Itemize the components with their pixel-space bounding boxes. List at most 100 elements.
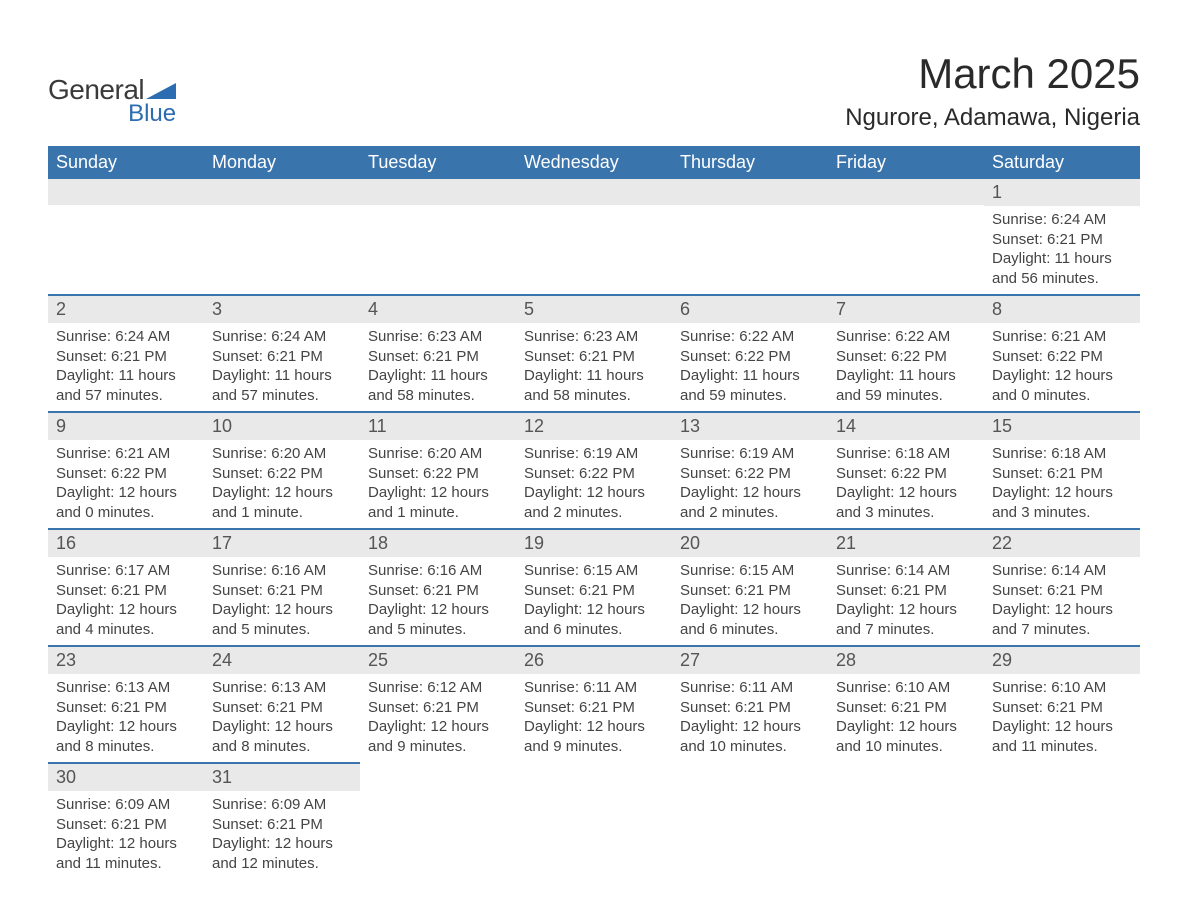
day-body [360,205,516,283]
sunrise-text: Sunrise: 6:11 AM [524,678,664,698]
month-title: March 2025 [845,50,1140,98]
day-body: Sunrise: 6:22 AMSunset: 6:22 PMDaylight:… [828,323,984,411]
calendar-cell: 22Sunrise: 6:14 AMSunset: 6:21 PMDayligh… [984,529,1140,646]
calendar-cell [360,179,516,295]
calendar-week-row: 2Sunrise: 6:24 AMSunset: 6:21 PMDaylight… [48,295,1140,412]
sunrise-text: Sunrise: 6:19 AM [524,444,664,464]
daylight-text: Daylight: 11 hours and 57 minutes. [56,366,196,405]
day-number [360,763,516,789]
sunrise-text: Sunrise: 6:10 AM [836,678,976,698]
day-number: 12 [516,413,672,440]
calendar-table: Sunday Monday Tuesday Wednesday Thursday… [48,146,1140,879]
day-number: 6 [672,296,828,323]
day-number: 17 [204,530,360,557]
day-body: Sunrise: 6:24 AMSunset: 6:21 PMDaylight:… [984,206,1140,294]
daylight-text: Daylight: 11 hours and 59 minutes. [680,366,820,405]
daylight-text: Daylight: 12 hours and 11 minutes. [992,717,1132,756]
day-body: Sunrise: 6:13 AMSunset: 6:21 PMDaylight:… [204,674,360,762]
sunrise-text: Sunrise: 6:24 AM [56,327,196,347]
day-number: 8 [984,296,1140,323]
sunset-text: Sunset: 6:21 PM [992,464,1132,484]
day-body: Sunrise: 6:10 AMSunset: 6:21 PMDaylight:… [984,674,1140,762]
sunrise-text: Sunrise: 6:09 AM [56,795,196,815]
header: General Blue March 2025 Ngurore, Adamawa… [48,50,1140,132]
sunset-text: Sunset: 6:22 PM [212,464,352,484]
day-number [672,763,828,789]
calendar-cell: 24Sunrise: 6:13 AMSunset: 6:21 PMDayligh… [204,646,360,763]
daylight-text: Daylight: 12 hours and 8 minutes. [56,717,196,756]
day-number: 1 [984,179,1140,206]
calendar-cell [672,763,828,879]
calendar-cell: 6Sunrise: 6:22 AMSunset: 6:22 PMDaylight… [672,295,828,412]
calendar-cell [672,179,828,295]
calendar-cell: 1Sunrise: 6:24 AMSunset: 6:21 PMDaylight… [984,179,1140,295]
day-number: 14 [828,413,984,440]
sunset-text: Sunset: 6:21 PM [56,581,196,601]
day-number [828,763,984,789]
calendar-cell: 29Sunrise: 6:10 AMSunset: 6:21 PMDayligh… [984,646,1140,763]
weekday-header: Monday [204,146,360,179]
sunrise-text: Sunrise: 6:23 AM [524,327,664,347]
daylight-text: Daylight: 12 hours and 7 minutes. [836,600,976,639]
day-number: 22 [984,530,1140,557]
day-body: Sunrise: 6:16 AMSunset: 6:21 PMDaylight:… [204,557,360,645]
day-body: Sunrise: 6:15 AMSunset: 6:21 PMDaylight:… [516,557,672,645]
day-number: 29 [984,647,1140,674]
day-body: Sunrise: 6:19 AMSunset: 6:22 PMDaylight:… [516,440,672,528]
day-body: Sunrise: 6:19 AMSunset: 6:22 PMDaylight:… [672,440,828,528]
day-number: 11 [360,413,516,440]
weekday-header: Sunday [48,146,204,179]
day-body [516,205,672,283]
sunrise-text: Sunrise: 6:20 AM [368,444,508,464]
sunset-text: Sunset: 6:22 PM [836,347,976,367]
calendar-cell: 26Sunrise: 6:11 AMSunset: 6:21 PMDayligh… [516,646,672,763]
sunrise-text: Sunrise: 6:18 AM [836,444,976,464]
sunrise-text: Sunrise: 6:22 AM [680,327,820,347]
calendar-cell [516,763,672,879]
day-body [204,205,360,283]
sunrise-text: Sunrise: 6:16 AM [212,561,352,581]
daylight-text: Daylight: 12 hours and 2 minutes. [524,483,664,522]
day-body [672,205,828,283]
sunrise-text: Sunrise: 6:14 AM [992,561,1132,581]
daylight-text: Daylight: 12 hours and 3 minutes. [992,483,1132,522]
calendar-cell: 3Sunrise: 6:24 AMSunset: 6:21 PMDaylight… [204,295,360,412]
daylight-text: Daylight: 12 hours and 2 minutes. [680,483,820,522]
day-body: Sunrise: 6:17 AMSunset: 6:21 PMDaylight:… [48,557,204,645]
day-body: Sunrise: 6:11 AMSunset: 6:21 PMDaylight:… [516,674,672,762]
sunrise-text: Sunrise: 6:09 AM [212,795,352,815]
calendar-cell: 9Sunrise: 6:21 AMSunset: 6:22 PMDaylight… [48,412,204,529]
daylight-text: Daylight: 12 hours and 5 minutes. [212,600,352,639]
day-number: 18 [360,530,516,557]
daylight-text: Daylight: 12 hours and 6 minutes. [680,600,820,639]
calendar-week-row: 9Sunrise: 6:21 AMSunset: 6:22 PMDaylight… [48,412,1140,529]
calendar-cell: 27Sunrise: 6:11 AMSunset: 6:21 PMDayligh… [672,646,828,763]
day-body: Sunrise: 6:16 AMSunset: 6:21 PMDaylight:… [360,557,516,645]
day-body [828,205,984,283]
daylight-text: Daylight: 11 hours and 57 minutes. [212,366,352,405]
calendar-week-row: 1Sunrise: 6:24 AMSunset: 6:21 PMDaylight… [48,179,1140,295]
title-block: March 2025 Ngurore, Adamawa, Nigeria [845,50,1140,132]
sunset-text: Sunset: 6:21 PM [680,698,820,718]
day-number [516,763,672,789]
day-number: 28 [828,647,984,674]
day-body: Sunrise: 6:21 AMSunset: 6:22 PMDaylight:… [984,323,1140,411]
calendar-cell: 18Sunrise: 6:16 AMSunset: 6:21 PMDayligh… [360,529,516,646]
sunset-text: Sunset: 6:21 PM [212,815,352,835]
day-body: Sunrise: 6:18 AMSunset: 6:21 PMDaylight:… [984,440,1140,528]
sunset-text: Sunset: 6:21 PM [368,581,508,601]
day-number: 30 [48,764,204,791]
logo: General Blue [48,50,176,128]
day-number: 9 [48,413,204,440]
sunset-text: Sunset: 6:21 PM [680,581,820,601]
sunset-text: Sunset: 6:21 PM [836,698,976,718]
sunrise-text: Sunrise: 6:18 AM [992,444,1132,464]
daylight-text: Daylight: 12 hours and 7 minutes. [992,600,1132,639]
day-number: 19 [516,530,672,557]
day-body: Sunrise: 6:09 AMSunset: 6:21 PMDaylight:… [48,791,204,879]
calendar-week-row: 23Sunrise: 6:13 AMSunset: 6:21 PMDayligh… [48,646,1140,763]
sunset-text: Sunset: 6:22 PM [992,347,1132,367]
day-body: Sunrise: 6:20 AMSunset: 6:22 PMDaylight:… [204,440,360,528]
sunrise-text: Sunrise: 6:12 AM [368,678,508,698]
day-body: Sunrise: 6:22 AMSunset: 6:22 PMDaylight:… [672,323,828,411]
